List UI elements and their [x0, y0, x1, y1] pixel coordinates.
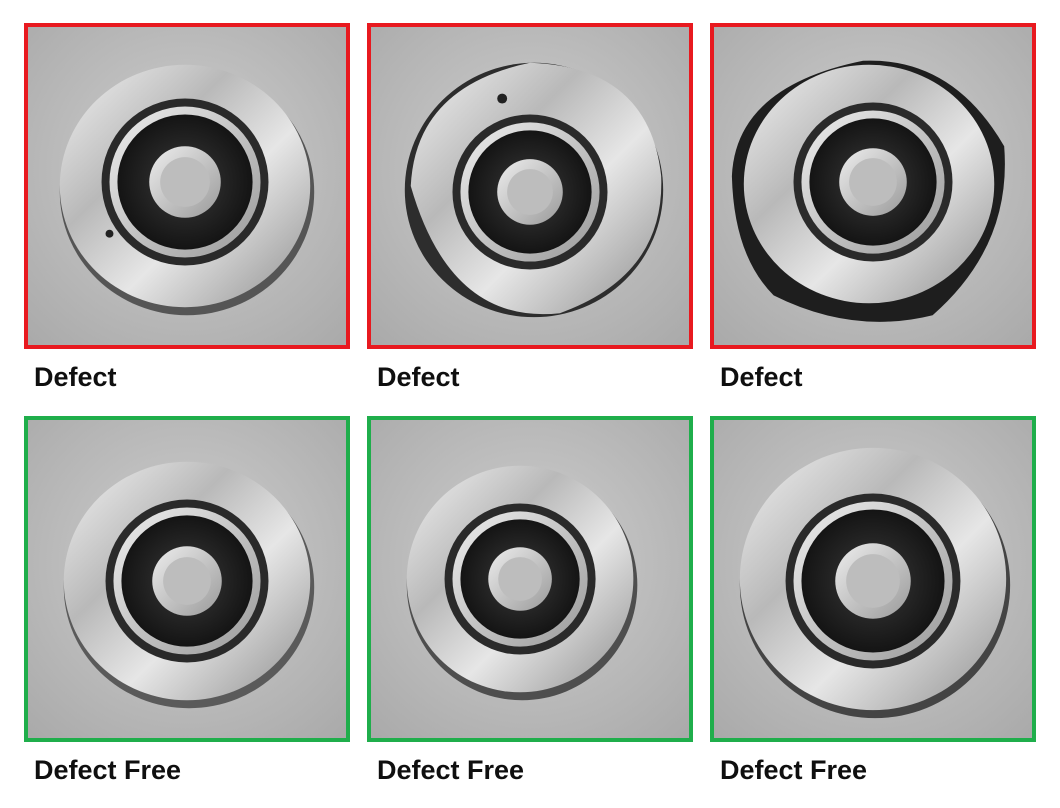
defect-free-image-frame — [24, 416, 350, 742]
impeller-image — [371, 27, 689, 345]
impeller-image — [28, 420, 346, 738]
image-card-defect-3: Defect — [710, 23, 1036, 392]
image-card-defect-free-3: Defect Free — [710, 416, 1036, 785]
image-card-defect-2: Defect — [367, 23, 693, 392]
image-label: Defect — [377, 362, 460, 392]
impeller-image — [28, 27, 346, 345]
impeller-image — [714, 420, 1032, 738]
defect-image-frame — [24, 23, 350, 349]
image-card-defect-free-1: Defect Free — [24, 416, 350, 785]
defect-free-image-frame — [367, 416, 693, 742]
defect-image-frame — [710, 23, 1036, 349]
image-label: Defect Free — [377, 755, 525, 785]
image-card-defect-free-2: Defect Free — [367, 416, 693, 785]
image-label: Defect — [720, 362, 803, 392]
defect-free-image-frame — [710, 416, 1036, 742]
defect-image-frame — [367, 23, 693, 349]
impeller-image — [371, 420, 689, 738]
image-label: Defect Free — [720, 755, 868, 785]
image-card-defect-1: Defect — [24, 23, 350, 392]
impeller-image — [714, 27, 1032, 345]
image-label: Defect — [34, 362, 117, 392]
image-label: Defect Free — [34, 755, 182, 785]
